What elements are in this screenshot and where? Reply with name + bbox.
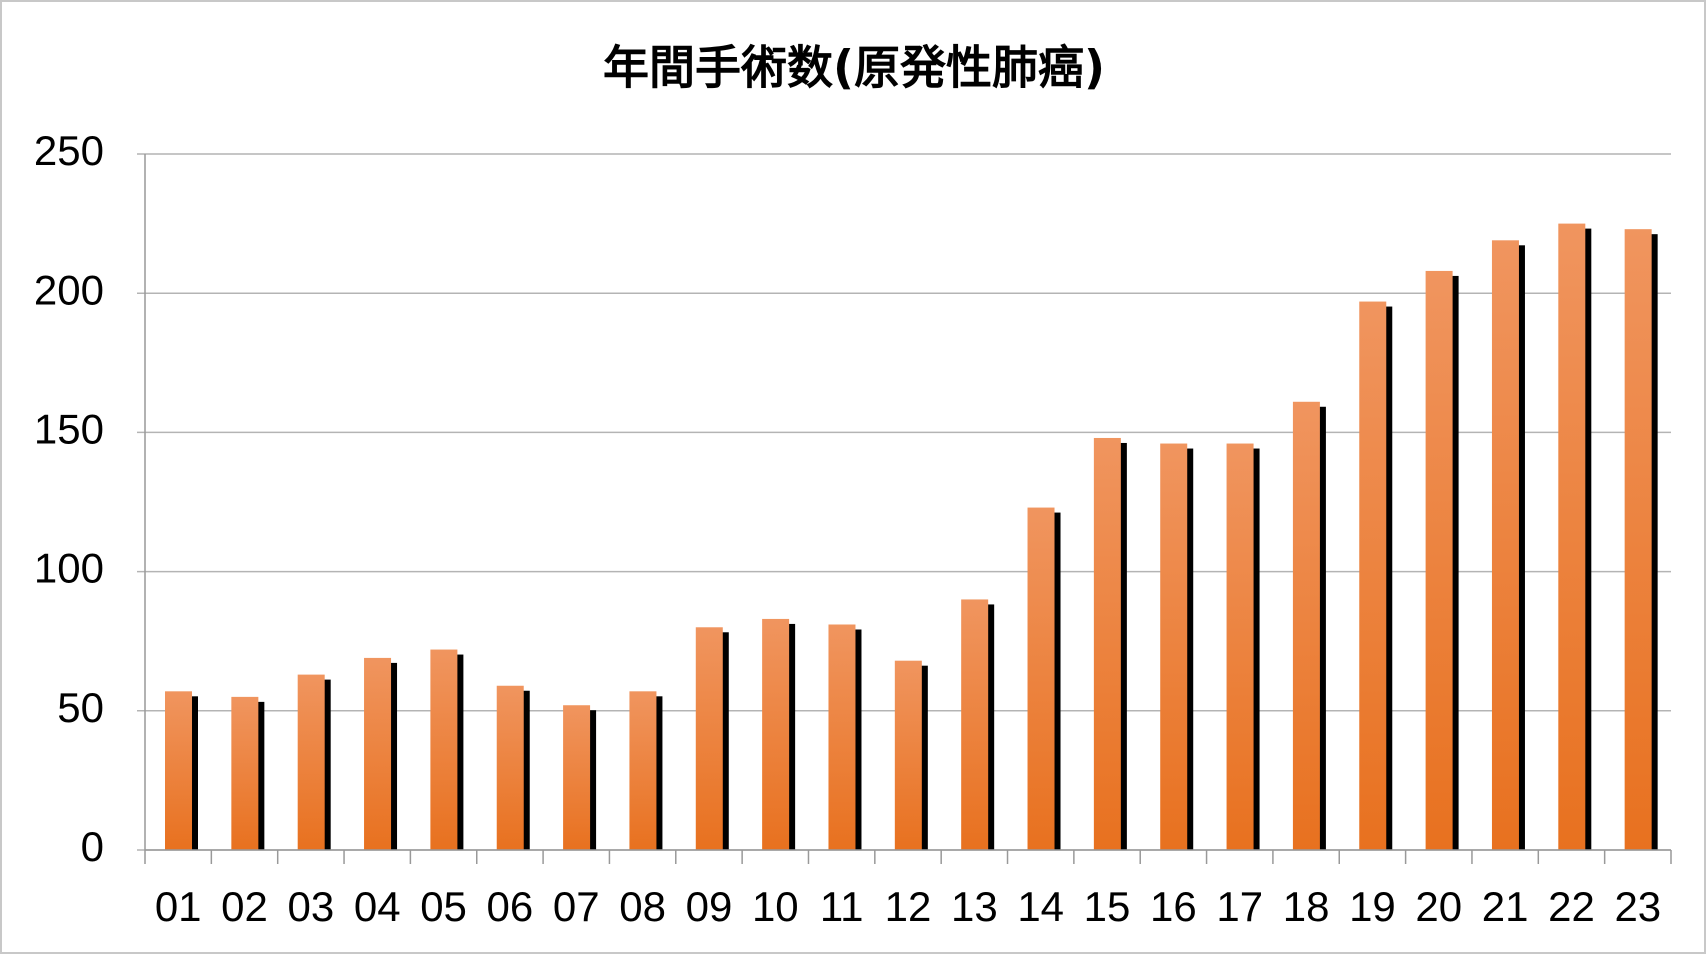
x-tick-label: 14 (1017, 883, 1064, 930)
bar (231, 696, 259, 850)
bar (1226, 443, 1254, 850)
x-tick-label: 11 (820, 883, 864, 930)
x-tick-label: 13 (951, 883, 998, 930)
x-tick-label: 02 (221, 883, 268, 930)
bar (364, 657, 392, 850)
x-tick-label: 01 (155, 883, 202, 930)
y-tick-label: 250 (34, 127, 104, 174)
bar (1093, 437, 1121, 850)
y-tick-label: 200 (34, 266, 104, 313)
bar (1292, 401, 1320, 850)
x-tick-label: 03 (288, 883, 335, 930)
y-tick-label: 150 (34, 405, 104, 452)
bar (1359, 301, 1387, 850)
bar (563, 705, 591, 850)
bar (1624, 229, 1652, 851)
x-tick-label: 17 (1216, 883, 1263, 930)
y-tick-label: 50 (57, 684, 104, 731)
bar (762, 618, 790, 850)
bar (961, 599, 989, 850)
x-tick-label: 08 (619, 883, 666, 930)
bar (297, 674, 325, 850)
bar (1491, 240, 1519, 850)
bar (828, 624, 856, 850)
x-tick-label: 06 (487, 883, 534, 930)
bar (165, 691, 192, 850)
x-tick-label: 19 (1349, 883, 1396, 930)
bar (629, 691, 657, 850)
y-tick-label: 100 (34, 545, 104, 592)
bar (1027, 507, 1055, 850)
x-tick-label: 04 (354, 883, 401, 930)
bar (496, 685, 524, 850)
x-tick-label: 09 (686, 883, 733, 930)
bar (1160, 443, 1188, 850)
x-tick-label: 23 (1614, 883, 1661, 930)
bar (1558, 223, 1586, 851)
chart-title: 年間手術数(原発性肺癌) (603, 41, 1105, 95)
x-tick-label: 15 (1084, 883, 1131, 930)
x-tick-label: 05 (420, 883, 467, 930)
bar (894, 660, 922, 850)
x-tick-label: 21 (1482, 883, 1529, 930)
y-tick-label: 0 (81, 823, 104, 870)
x-tick-label: 07 (553, 883, 600, 930)
x-tick-label: 10 (752, 883, 799, 930)
x-tick-label: 12 (885, 883, 932, 930)
x-tick-label: 16 (1150, 883, 1197, 930)
x-tick-label: 18 (1283, 883, 1330, 930)
bar (1425, 270, 1453, 851)
bar (695, 627, 723, 850)
bar (430, 649, 458, 850)
x-tick-label: 22 (1548, 883, 1595, 930)
x-tick-label: 20 (1415, 883, 1462, 930)
